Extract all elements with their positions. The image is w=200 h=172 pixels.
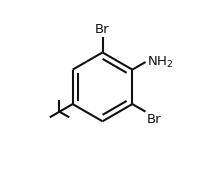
Text: NH$_2$: NH$_2$ — [147, 55, 173, 70]
Text: Br: Br — [95, 23, 110, 36]
Text: Br: Br — [147, 113, 161, 126]
